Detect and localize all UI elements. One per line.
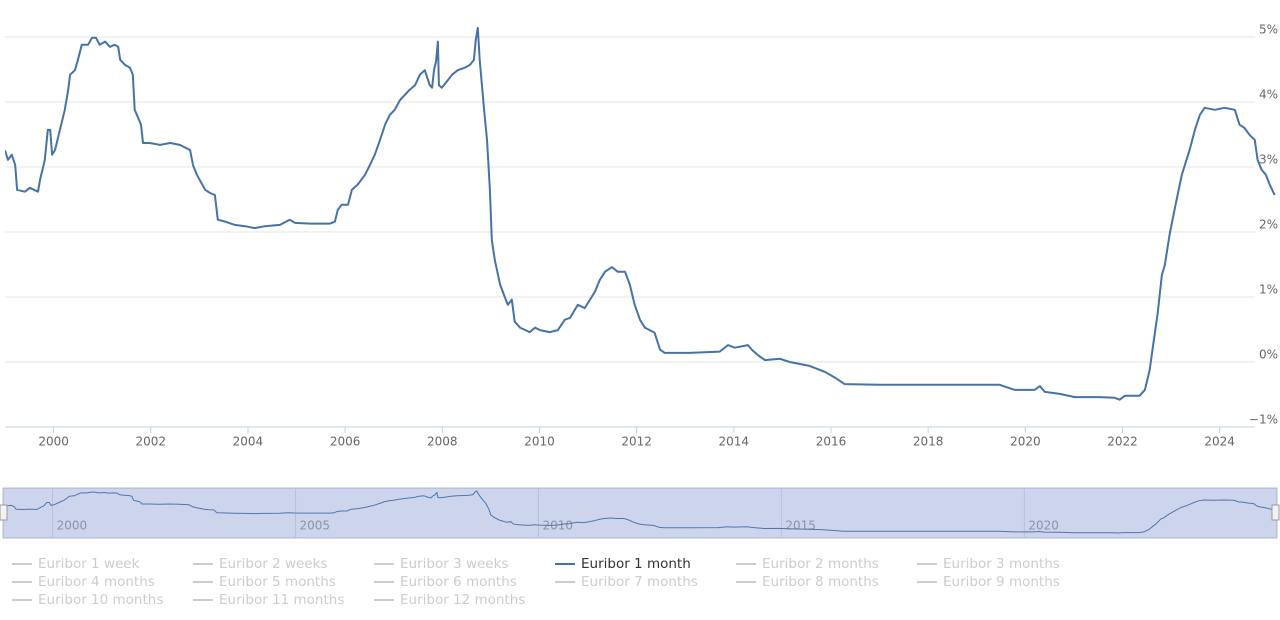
x-tick-label: 2016 — [816, 435, 847, 449]
legend-item[interactable]: Euribor 3 months — [943, 556, 1060, 572]
y-tick-label: 2% — [1259, 218, 1278, 232]
y-tick-label: −1% — [1249, 413, 1278, 427]
legend-item[interactable]: Euribor 10 months — [38, 592, 163, 608]
legend-item[interactable]: Euribor 12 months — [400, 592, 525, 608]
legend-item[interactable]: Euribor 8 months — [762, 574, 879, 590]
y-tick-label: 5% — [1259, 23, 1278, 37]
legend-item[interactable]: Euribor 5 months — [219, 574, 336, 590]
x-tick-label: 2012 — [621, 435, 652, 449]
x-tick-label: 2022 — [1107, 435, 1138, 449]
legend-item[interactable]: Euribor 2 weeks — [219, 556, 327, 572]
y-tick-label: 1% — [1259, 283, 1278, 297]
navigator-tick-label: 2010 — [542, 519, 573, 533]
legend-item[interactable]: Euribor 3 weeks — [400, 556, 508, 572]
navigator-selection[interactable] — [3, 488, 1277, 538]
legend-item[interactable]: Euribor 6 months — [400, 574, 517, 590]
y-tick-label: 3% — [1259, 153, 1278, 167]
navigator-tick-label: 2005 — [300, 519, 331, 533]
navigator-tick-label: 2000 — [57, 519, 88, 533]
legend-item[interactable]: Euribor 1 week — [38, 556, 140, 572]
navigator-handle-left[interactable] — [0, 504, 8, 521]
x-tick-label: 2018 — [913, 435, 944, 449]
data-line — [5, 26, 1276, 401]
x-tick-label: 2002 — [135, 435, 166, 449]
navigator-handle-right[interactable] — [1271, 504, 1280, 521]
legend-item[interactable]: Euribor 4 months — [38, 574, 155, 590]
x-tick-label: 2006 — [330, 435, 361, 449]
x-tick-label: 2024 — [1204, 435, 1235, 449]
x-tick-label: 2020 — [1010, 435, 1041, 449]
x-tick-label: 2010 — [524, 435, 555, 449]
x-tick-label: 2004 — [233, 435, 264, 449]
x-tick-label: 2014 — [719, 435, 750, 449]
x-tick-label: 2000 — [38, 435, 69, 449]
legend-item[interactable]: Euribor 9 months — [943, 574, 1060, 590]
navigator-background — [2, 487, 1278, 539]
legend-item[interactable]: Euribor 11 months — [219, 592, 344, 608]
x-tick-label: 2008 — [427, 435, 458, 449]
legend-item[interactable]: Euribor 1 month — [581, 556, 691, 572]
navigator-tick-label: 2020 — [1028, 519, 1059, 533]
legend-item[interactable]: Euribor 2 months — [762, 556, 879, 572]
y-tick-label: 4% — [1259, 88, 1278, 102]
legend-item[interactable]: Euribor 7 months — [581, 574, 698, 590]
y-tick-label: 0% — [1259, 348, 1278, 362]
navigator-line — [3, 490, 1274, 534]
